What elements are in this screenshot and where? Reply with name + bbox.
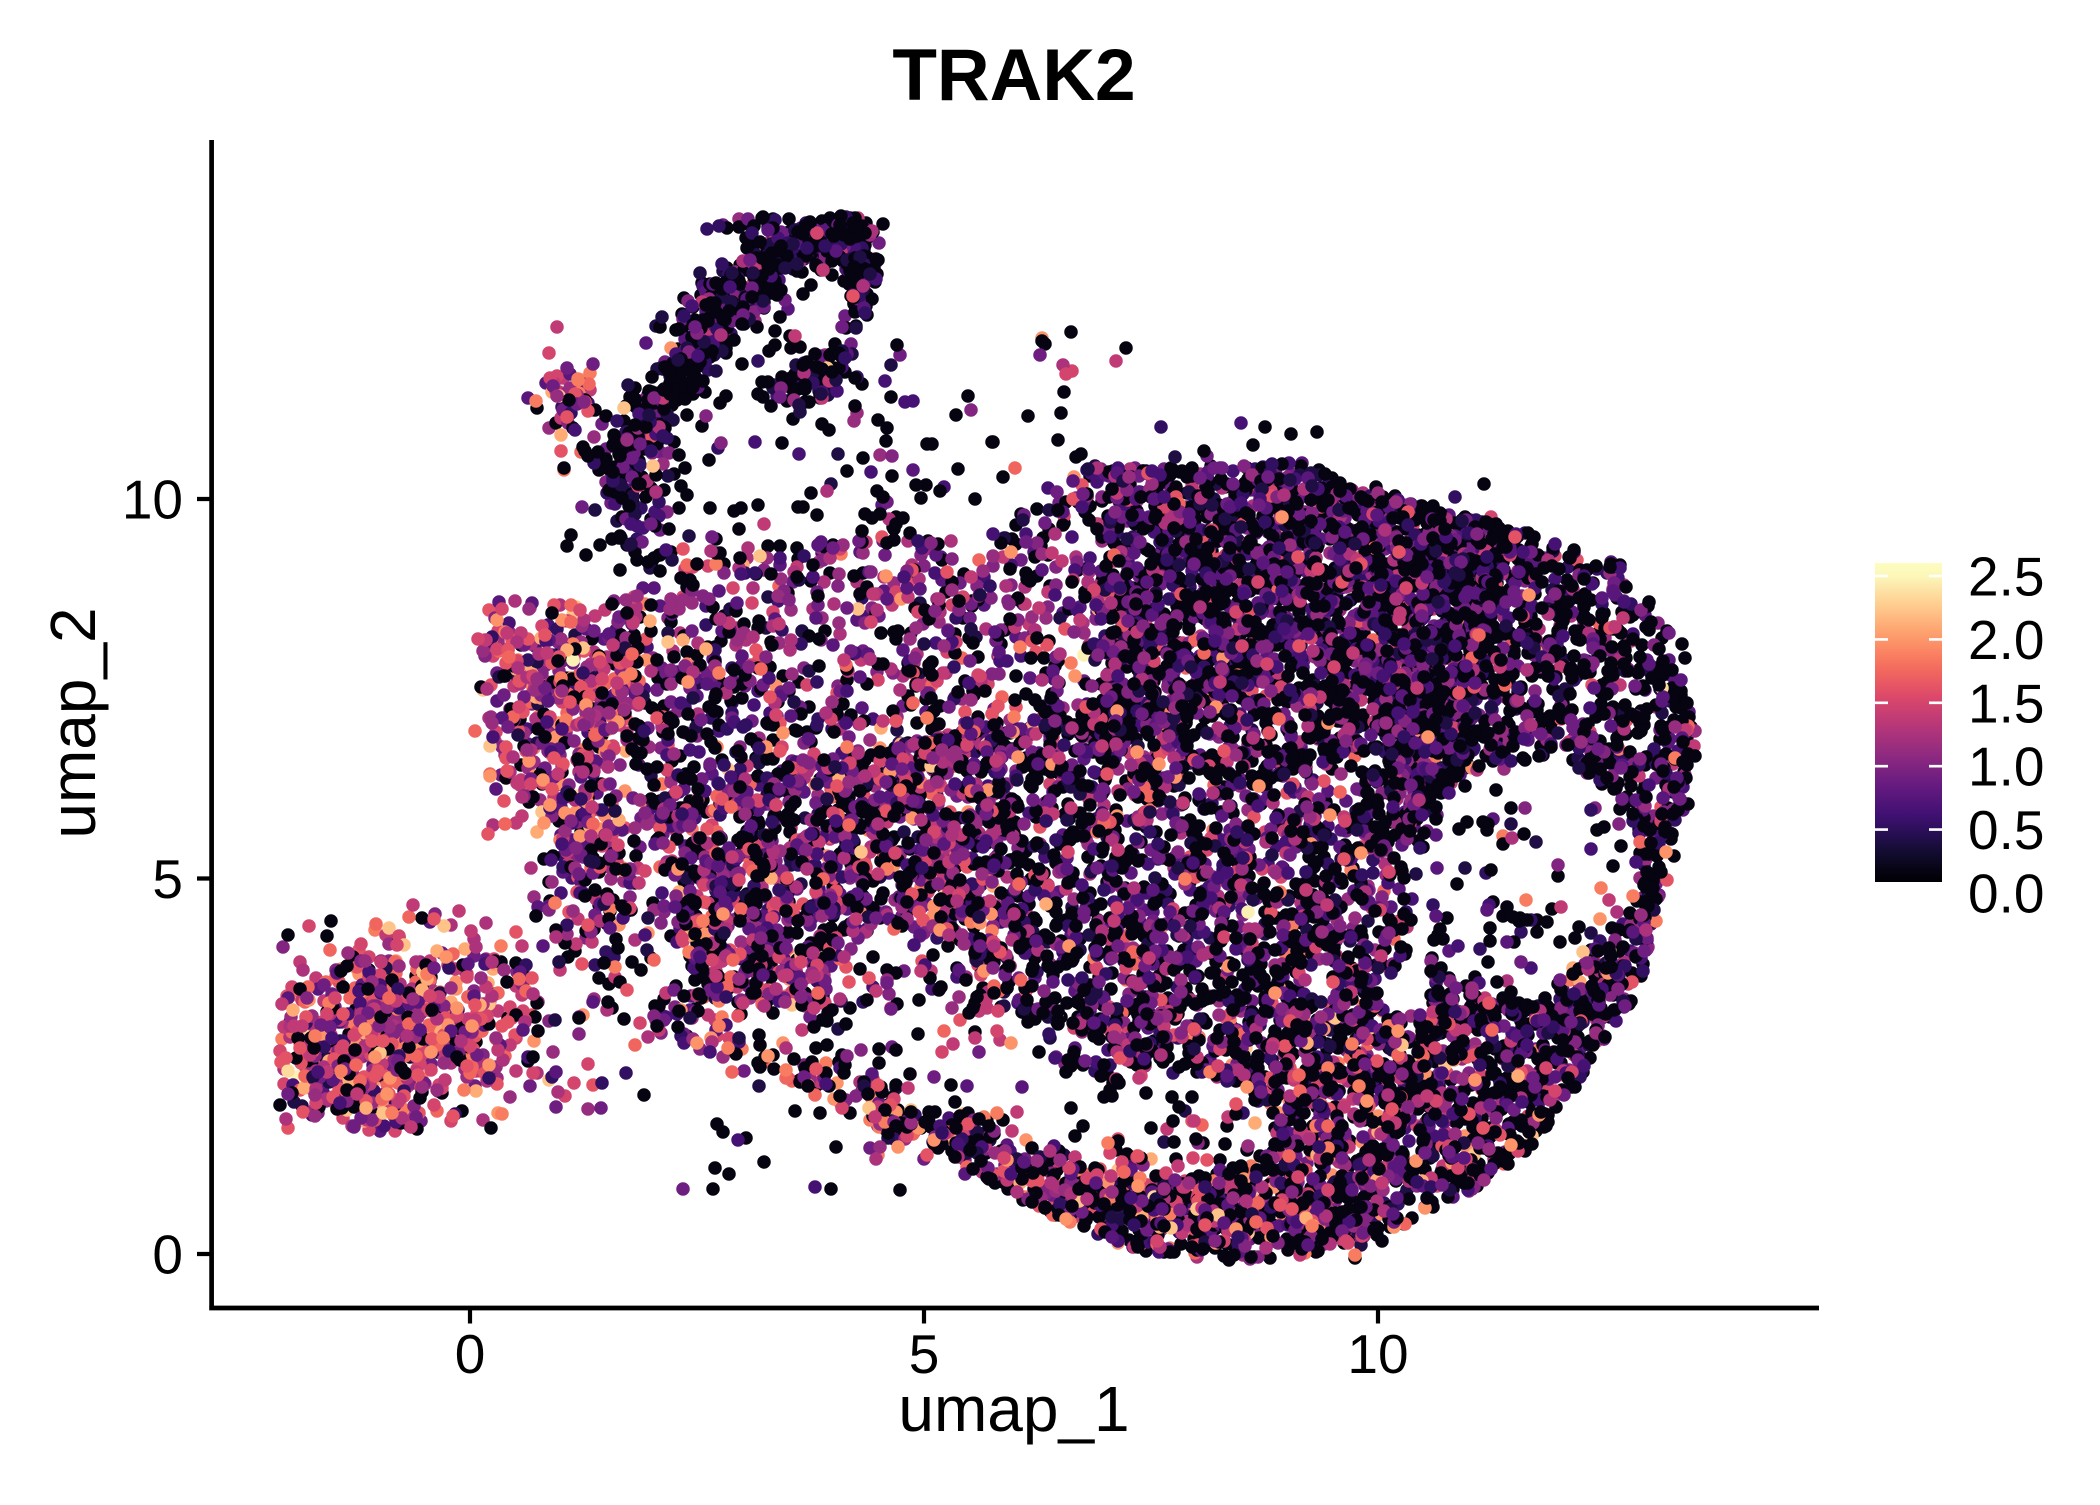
svg-text:5: 5 [909,1323,940,1385]
svg-text:0.5: 0.5 [1968,799,2044,861]
svg-text:0: 0 [152,1224,183,1286]
svg-text:10: 10 [122,469,183,531]
svg-text:0.0: 0.0 [1968,863,2044,925]
svg-text:2.5: 2.5 [1968,546,2044,608]
svg-text:10: 10 [1347,1323,1408,1385]
svg-text:5: 5 [152,848,183,910]
svg-text:0: 0 [455,1323,486,1385]
svg-text:2.0: 2.0 [1968,609,2044,671]
svg-text:umap_1: umap_1 [898,1373,1129,1445]
svg-text:umap_2: umap_2 [37,607,109,838]
svg-text:1.5: 1.5 [1968,672,2044,734]
svg-text:1.0: 1.0 [1968,736,2044,798]
svg-text:TRAK2: TRAK2 [892,35,1135,116]
